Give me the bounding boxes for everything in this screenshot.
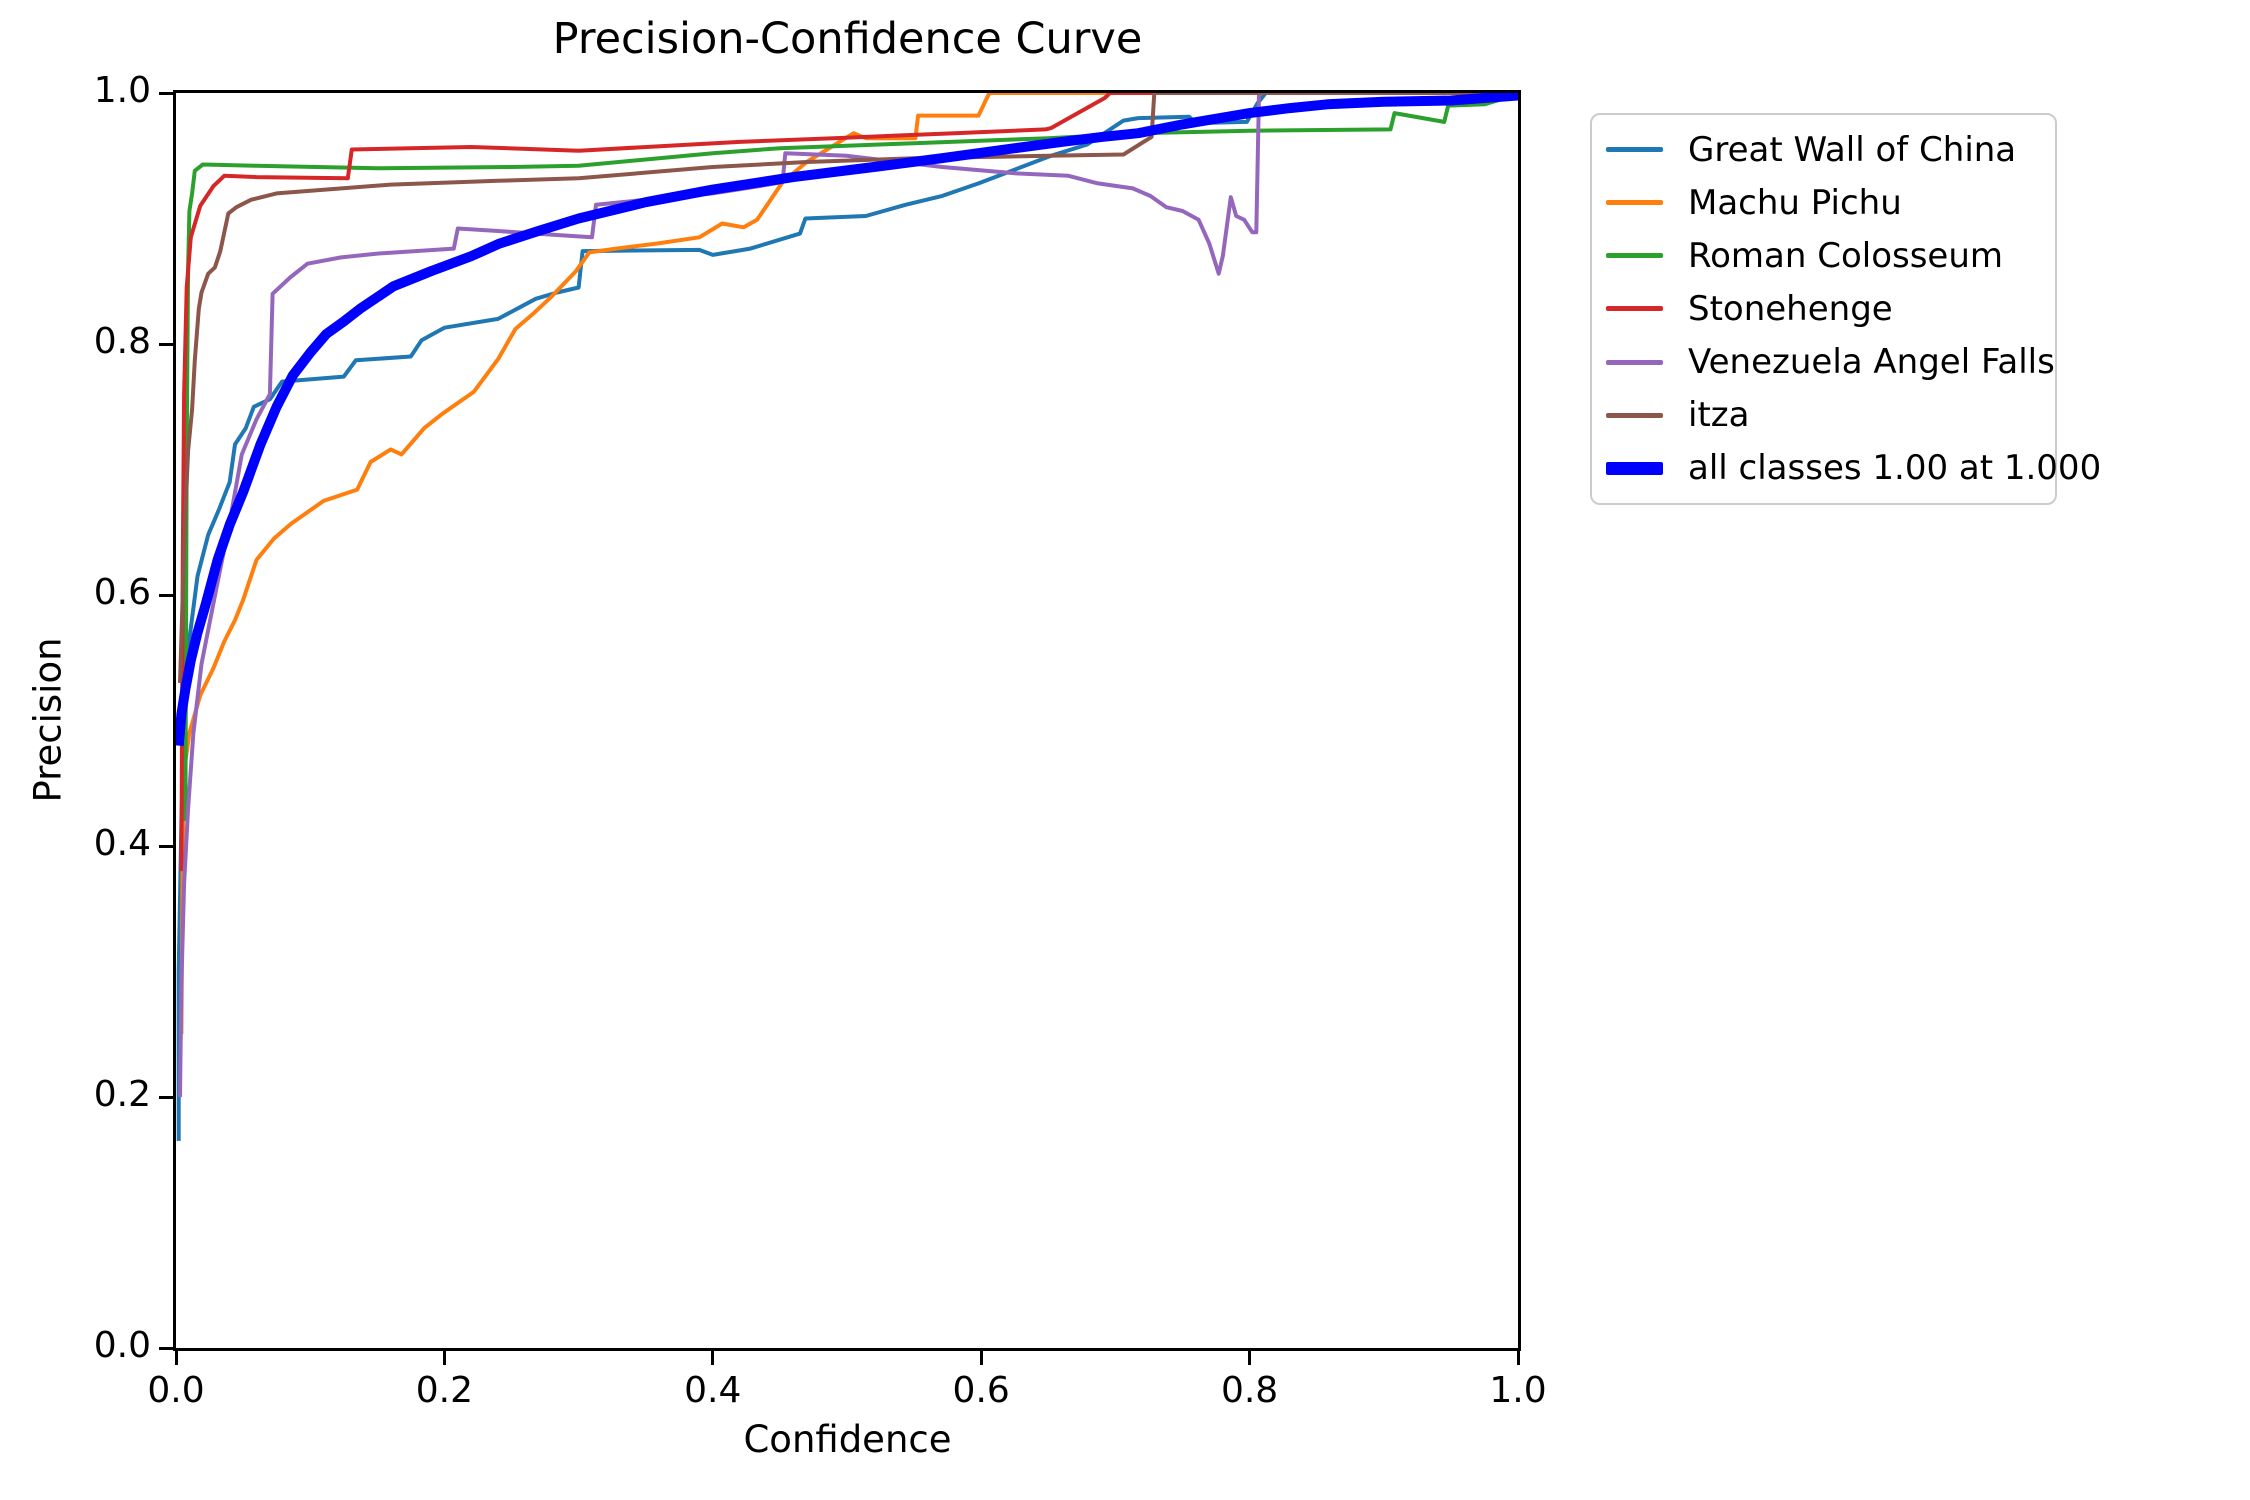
legend-line-sample-roman-colosseum [1606,253,1663,259]
legend-label-all-classes-1-00-at-1-000: all classes 1.00 at 1.000 [1688,448,2102,489]
x-tick-label-1.0: 1.0 [1489,1370,1547,1411]
x-axis-label: Confidence [743,1418,952,1461]
y-tick-mark-1.0 [159,91,173,95]
y-tick-label-1.0: 1.0 [93,70,151,111]
legend-line-sample-stonehenge [1606,306,1663,312]
legend-row-stonehenge: Stonehenge [1606,289,2041,329]
legend-line-sample-venezuela-angel-falls [1606,359,1663,365]
y-tick-label-0.6: 0.6 [93,572,151,613]
legend-line-sample-all-classes-1-00-at-1-000 [1606,461,1663,475]
x-tick-mark-0.6 [979,1351,983,1365]
x-tick-mark-0.2 [442,1351,446,1365]
x-tick-mark-1.0 [1516,1351,1520,1365]
legend-label-stonehenge: Stonehenge [1688,288,1893,329]
curve-great-wall-of-china [176,93,1518,1141]
y-tick-label-0.0: 0.0 [93,1325,151,1366]
y-tick-mark-0.4 [159,844,173,848]
y-tick-label-0.2: 0.2 [93,1074,151,1115]
legend-row-roman-colosseum: Roman Colosseum [1606,236,2041,276]
legend-row-venezuela-angel-falls: Venezuela Angel Falls [1606,342,2055,382]
legend-row-machu-pichu: Machu Pichu [1606,183,2041,223]
x-tick-label-0.6: 0.6 [952,1370,1010,1411]
x-tick-mark-0.8 [1248,1351,1252,1365]
legend-row-itza: itza [1606,395,2041,435]
legend-line-sample-itza [1606,412,1663,418]
legend-label-itza: itza [1688,395,1750,436]
legend-row-great-wall-of-china: Great Wall of China [1606,130,2041,170]
y-tick-mark-0.0 [159,1346,173,1350]
x-tick-label-0.0: 0.0 [147,1370,205,1411]
curves-svg [176,93,1518,1141]
x-tick-label-0.2: 0.2 [415,1370,474,1411]
x-tick-mark-0.0 [174,1351,178,1365]
legend-line-sample-great-wall-of-china [1606,147,1663,153]
legend: Great Wall of China Machu Pichu Roman Colo… [1590,113,2101,505]
x-tick-label-0.4: 0.4 [684,1370,742,1411]
x-tick-mark-0.4 [711,1351,715,1365]
y-tick-label-0.8: 0.8 [93,321,151,362]
y-tick-mark-0.2 [159,1095,173,1099]
curve-all-classes-1-00-at-1-000 [176,93,1518,747]
y-tick-mark-0.6 [159,593,173,597]
curve-venezuela-angel-falls [178,93,1518,1098]
curve-itza [178,93,1518,683]
legend-row-all-classes-1-00-at-1-000: all classes 1.00 at 1.000 [1606,448,2101,488]
chart-title: Precision-Confidence Curve [552,14,1143,64]
plot-area [173,90,1521,1351]
legend-label-roman-colosseum: Roman Colosseum [1688,235,2004,276]
curve-roman-colosseum [183,93,1518,821]
y-tick-mark-0.8 [159,342,173,346]
curve-stonehenge [179,93,1518,872]
legend-label-venezuela-angel-falls: Venezuela Angel Falls [1688,342,2055,383]
curve-machu-pichu [179,93,1518,1035]
legend-label-great-wall-of-china: Great Wall of China [1688,129,2017,170]
y-axis-label: Precision [26,637,70,803]
y-tick-label-0.4: 0.4 [93,823,151,864]
x-tick-label-0.8: 0.8 [1220,1370,1279,1411]
legend-label-machu-pichu: Machu Pichu [1688,182,1902,223]
legend-line-sample-machu-pichu [1606,200,1663,206]
